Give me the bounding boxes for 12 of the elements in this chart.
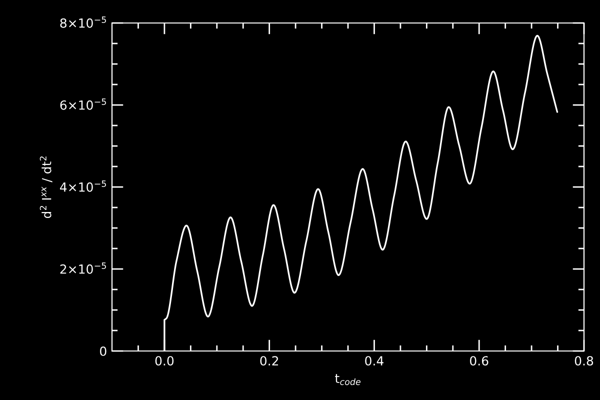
x-tick-label: 0.4 (365, 356, 384, 366)
x-tick-label: 0.2 (260, 356, 278, 366)
y-tick-label: 2×10$^{−5}$ (60, 262, 106, 274)
y-tick-label: 8×10$^{−5}$ (60, 16, 106, 28)
x-tick-label: 0.8 (574, 356, 594, 366)
y-tick-label: 6×10$^{−5}$ (60, 98, 106, 110)
x-tick-label: 0.6 (470, 356, 488, 366)
x-axis-title: t$_{code}$ (335, 374, 360, 386)
y-tick-label: 0 (100, 346, 106, 356)
x-tick-label: 0.0 (155, 356, 174, 366)
y-tick-label: 4×10$^{−5}$ (60, 180, 106, 192)
y-axis-title: d$^{2}$ I$^{xx}$ / dt$^{2}$ (40, 156, 52, 218)
